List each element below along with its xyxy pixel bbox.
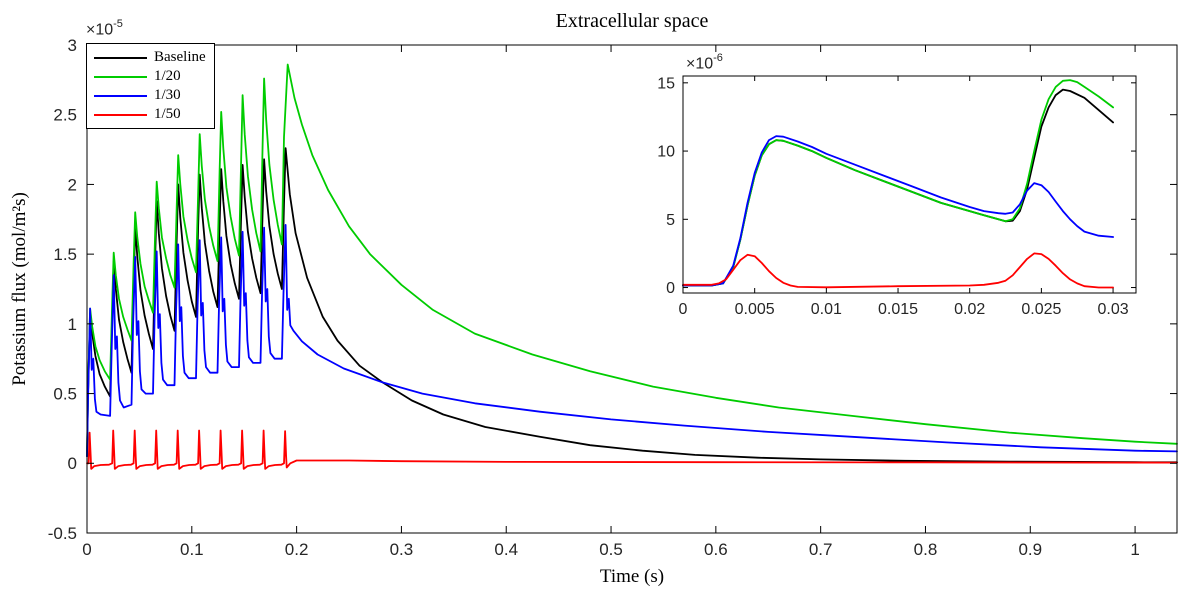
main-axes: 0 0.1 0.2 0.3 0.4 0.5 0.6 0.7 0.8 0.9 1 -0.5 0 0.5 1 1.…: [48, 36, 1178, 559]
legend-item-1-30: 1/30: [87, 86, 214, 105]
plot-title: Extracellular space: [555, 10, 709, 32]
inset-x-tick-label: 0.015: [878, 301, 918, 318]
legend-line-sample: [94, 94, 147, 97]
main-x-tick-label: 0.3: [390, 540, 414, 559]
inset-axis-exponent-label: ×10-6: [686, 52, 723, 73]
inset-x-tick-label: 0.01: [811, 301, 842, 318]
main-series-1-30-line: [86, 224, 1178, 458]
main-x-tick-label: 0.6: [704, 540, 728, 559]
inset-x-tick-label: 0.025: [1021, 301, 1061, 318]
main-x-tick-label: 0: [82, 540, 91, 559]
inset-y-tick-label: 0: [666, 280, 675, 297]
main-x-tick-label: 0.8: [914, 540, 938, 559]
legend-line-sample: [94, 113, 147, 116]
inset-series-1-50-line: [682, 252, 1114, 289]
main-y-tick-label: 0: [68, 454, 77, 473]
inset-x-tick-label: 0.03: [1097, 301, 1128, 318]
main-y-tick-label: 0.5: [53, 385, 77, 404]
legend-item-label: 1/20: [154, 68, 181, 84]
inset-y-tick-label: 10: [657, 144, 675, 161]
inset-x-tick-label: 0.005: [735, 301, 775, 318]
main-y-tick-label: 2.5: [53, 106, 77, 125]
main-series-1-20-line: [86, 63, 1178, 458]
legend-item-baseline: Baseline: [87, 48, 214, 67]
main-y-tick-label: -0.5: [48, 524, 77, 543]
legend-item-label: 1/30: [154, 87, 181, 103]
main-y-tick-label: 1.5: [53, 245, 77, 264]
inset-x-tick-label: 0.02: [954, 301, 985, 318]
main-y-tick-label: 2: [68, 175, 77, 194]
main-y-tick-label: 3: [68, 36, 77, 55]
main-x-tick-label: 0.7: [809, 540, 833, 559]
inset-axes-box: [682, 75, 1137, 294]
inset-x-tick-label: 0: [679, 301, 688, 318]
main-x-tick-label: 0.4: [494, 540, 518, 559]
legend-item-1-20: 1/20: [87, 67, 214, 86]
main-y-tick-label: 1: [68, 315, 77, 334]
inset-series-1-30-line: [682, 135, 1114, 287]
inset-axes: 0 0.005 0.01 0.015 0.02 0.025 0.03 0 5 10 15: [657, 75, 1137, 318]
legend-item-1-50: 1/50: [87, 105, 214, 124]
inset-y-tick-label: 5: [666, 212, 675, 229]
main-x-tick-label: 0.1: [180, 540, 204, 559]
x-axis-label: Time (s): [599, 566, 665, 587]
main-x-tick-label: 0.2: [285, 540, 309, 559]
main-x-tick-label: 0.9: [1018, 540, 1042, 559]
inset-y-tick-label: 15: [657, 75, 675, 92]
legend-item-label: 1/50: [154, 106, 181, 122]
legend: Baseline 1/20 1/30 1/50: [86, 43, 215, 129]
main-axis-exponent-label: ×10-5: [86, 18, 123, 39]
main-series-1-50-line: [86, 429, 1178, 470]
main-x-tick-label: 0.5: [599, 540, 623, 559]
main-x-tick-label: 1: [1130, 540, 1139, 559]
main-axes-box: [86, 44, 1178, 534]
legend-item-label: Baseline: [154, 49, 206, 65]
legend-line-sample: [94, 56, 147, 59]
y-axis-label: Potassium flux (mol/m²s): [9, 192, 30, 386]
legend-line-sample: [94, 75, 147, 78]
